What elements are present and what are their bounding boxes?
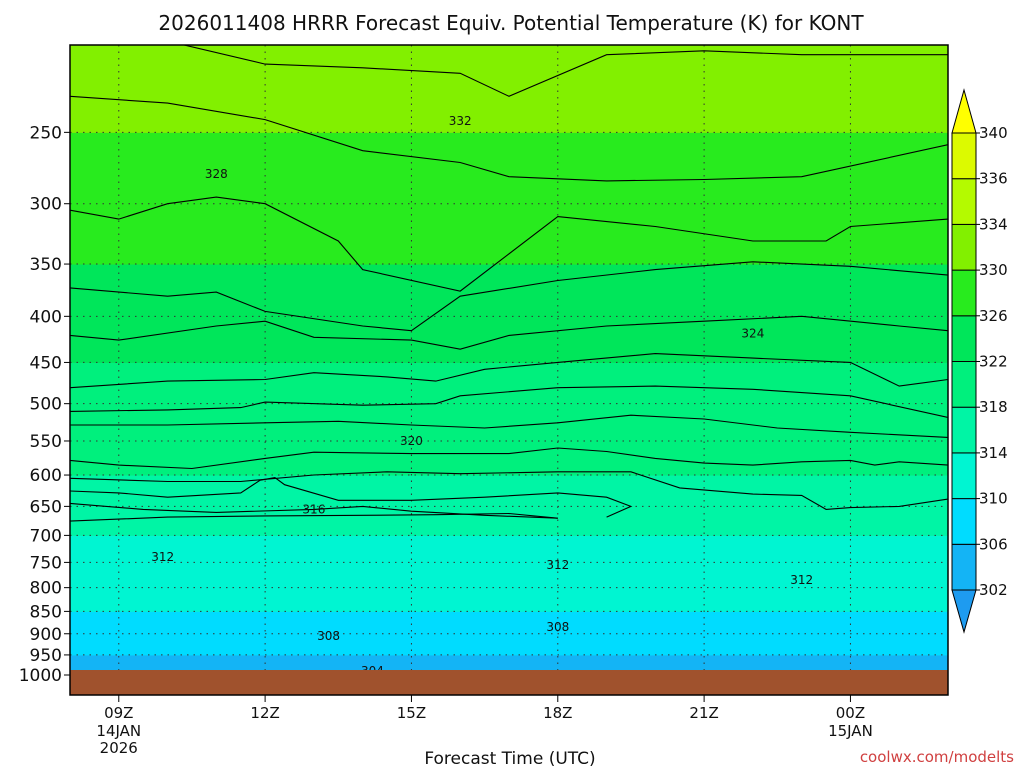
y-tick-label: 250 <box>30 123 62 143</box>
field-band <box>70 561 948 589</box>
contour-label: 312 <box>790 573 813 587</box>
colorbar-segment <box>951 223 977 271</box>
colorbar-tick-label: 306 <box>979 535 1008 553</box>
contour-316 <box>70 385 948 419</box>
field-band <box>70 505 948 536</box>
colorbar: 302 306 310 314 318 322 326 330 334 336 340 <box>951 88 1008 634</box>
colorbar-segment <box>951 315 977 362</box>
x-tick-label: 00Z <box>836 704 865 722</box>
contour-label: 312 <box>151 550 174 564</box>
colorbar-tick-label: 336 <box>979 170 1008 188</box>
y-tick-label: 750 <box>30 553 62 573</box>
colorbar-tick-label: 334 <box>979 215 1008 233</box>
contour-318 <box>70 353 948 389</box>
field-band <box>70 45 948 133</box>
contour-304 <box>70 512 558 522</box>
colorbar-segment <box>951 269 977 317</box>
colorbar-lower-arrow <box>951 589 977 634</box>
colorbar-upper-arrow <box>951 88 977 134</box>
contour-308 <box>70 477 633 518</box>
y-tick-label: 900 <box>30 625 62 645</box>
contour-314 <box>70 414 948 438</box>
contour-label: 312 <box>546 558 569 572</box>
x-tick-label: 15Z <box>397 704 426 722</box>
contour-label: 308 <box>317 629 340 643</box>
y-tick-label: 850 <box>30 602 62 622</box>
y-tick-label: 500 <box>30 395 62 415</box>
y-tick-label: 350 <box>30 255 62 275</box>
y-tick-label: 1000 <box>19 666 62 686</box>
colorbar-tick-label: 314 <box>979 444 1008 462</box>
y-tick-label: 800 <box>30 579 62 599</box>
y-tick-label: 400 <box>30 307 62 327</box>
x-tick-label: 12Z <box>250 704 279 722</box>
pressure-axis: 250 300 350 400 450 500 550 600 650 700 750 800 850 9… <box>19 123 70 686</box>
y-tick-label: 950 <box>30 646 62 666</box>
colorbar-segment <box>951 543 977 591</box>
contour-310 <box>70 471 948 510</box>
dotted-grid <box>70 45 948 676</box>
contour-label: 324 <box>741 327 764 341</box>
x-tick-label: 21Z <box>689 704 718 722</box>
contour-label: 308 <box>546 620 569 634</box>
contour-306 <box>70 502 558 519</box>
field-band <box>70 361 948 405</box>
colorbar-segment <box>951 498 977 545</box>
contour-label: 316 <box>302 502 325 516</box>
colorbar-tick-label: 326 <box>979 307 1008 325</box>
x-tick-label: 09Z <box>104 704 133 722</box>
contour-326 <box>70 95 948 182</box>
y-tick-label: 650 <box>30 497 62 517</box>
field-band <box>70 315 948 363</box>
contour-322 <box>70 261 948 332</box>
ground-below-surface <box>70 670 948 695</box>
y-tick-label: 450 <box>30 353 62 373</box>
contour-312 <box>70 447 948 470</box>
contour-label: 328 <box>205 167 228 181</box>
field-band <box>70 534 948 563</box>
contour-320 <box>70 315 948 350</box>
colorbar-segment <box>951 361 977 408</box>
colorbar-tick-label: 330 <box>979 261 1008 279</box>
plot-frame <box>69 44 949 696</box>
colorbar-tick-label: 302 <box>979 581 1008 599</box>
field-band <box>70 131 948 205</box>
colorbar-segment <box>951 406 977 454</box>
field-band <box>70 474 948 507</box>
y-tick-label: 600 <box>30 466 62 486</box>
colorbar-tick-label: 318 <box>979 398 1008 416</box>
colorbar-tick-label: 310 <box>979 490 1008 508</box>
contour-label: 332 <box>449 114 472 128</box>
colorbar-tick-label: 340 <box>979 124 1008 142</box>
x-tick-sublabel: 15JAN <box>828 722 873 740</box>
field-band <box>70 587 948 612</box>
theta-e-contours <box>70 45 948 522</box>
colorbar-tick-label: 322 <box>979 353 1008 371</box>
chart-title: 2026011408 HRRR Forecast Equiv. Potentia… <box>158 11 864 35</box>
theta-e-fill <box>70 45 948 670</box>
field-band <box>70 440 948 476</box>
colorbar-segment <box>951 178 977 225</box>
field-band <box>70 403 948 442</box>
y-tick-label: 550 <box>30 432 62 452</box>
contour-324 <box>70 196 948 292</box>
credit-text: coolwx.com/modelts <box>860 748 1014 766</box>
x-tick-sublabel: 2026 <box>100 739 138 757</box>
x-tick-label: 18Z <box>543 704 572 722</box>
field-band <box>70 633 948 656</box>
y-tick-label: 300 <box>30 195 62 215</box>
colorbar-segment <box>951 132 977 180</box>
contour-label: 320 <box>400 434 423 448</box>
y-tick-label: 700 <box>30 526 62 546</box>
colorbar-segment <box>951 452 977 500</box>
contour-328 <box>181 45 948 97</box>
x-axis-title: Forecast Time (UTC) <box>424 749 595 768</box>
field-band <box>70 610 948 635</box>
x-tick-sublabel: 14JAN <box>96 722 141 740</box>
field-band <box>70 263 948 317</box>
field-band <box>70 654 948 670</box>
